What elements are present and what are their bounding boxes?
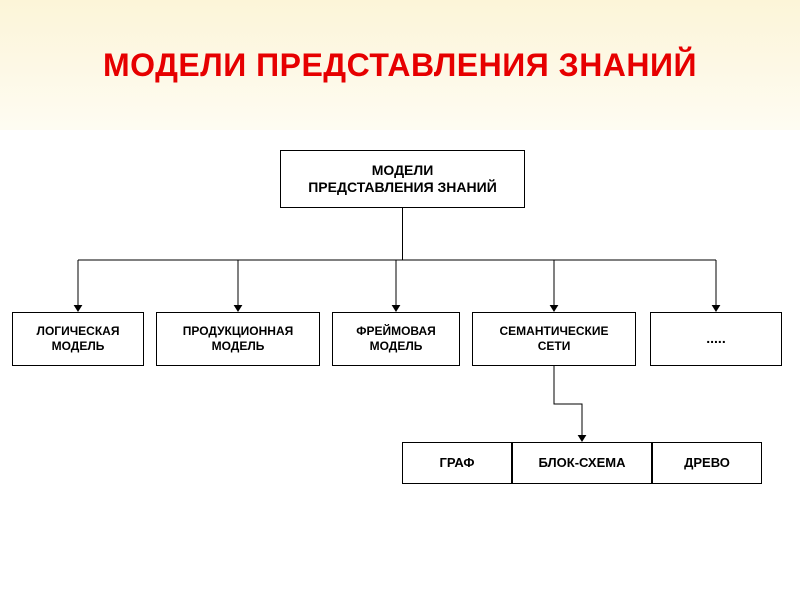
node-c3: ДРЕВО bbox=[652, 442, 762, 484]
node-c1: ГРАФ bbox=[402, 442, 512, 484]
node-n5: ..... bbox=[650, 312, 782, 366]
diagram-area: МОДЕЛИПРЕДСТАВЛЕНИЯ ЗНАНИЙ ЛОГИЧЕСКАЯМОДЕ… bbox=[0, 130, 800, 600]
node-n4: СЕМАНТИЧЕСКИЕСЕТИ bbox=[472, 312, 636, 366]
node-n1: ЛОГИЧЕСКАЯМОДЕЛЬ bbox=[12, 312, 144, 366]
node-root: МОДЕЛИПРЕДСТАВЛЕНИЯ ЗНАНИЙ bbox=[280, 150, 525, 208]
node-n2: ПРОДУКЦИОННАЯМОДЕЛЬ bbox=[156, 312, 320, 366]
node-c2: БЛОК-СХЕМА bbox=[512, 442, 652, 484]
title-banner: МОДЕЛИ ПРЕДСТАВЛЕНИЯ ЗНАНИЙ bbox=[0, 0, 800, 130]
node-n3: ФРЕЙМОВАЯМОДЕЛЬ bbox=[332, 312, 460, 366]
page-title: МОДЕЛИ ПРЕДСТАВЛЕНИЯ ЗНАНИЙ bbox=[103, 46, 697, 84]
